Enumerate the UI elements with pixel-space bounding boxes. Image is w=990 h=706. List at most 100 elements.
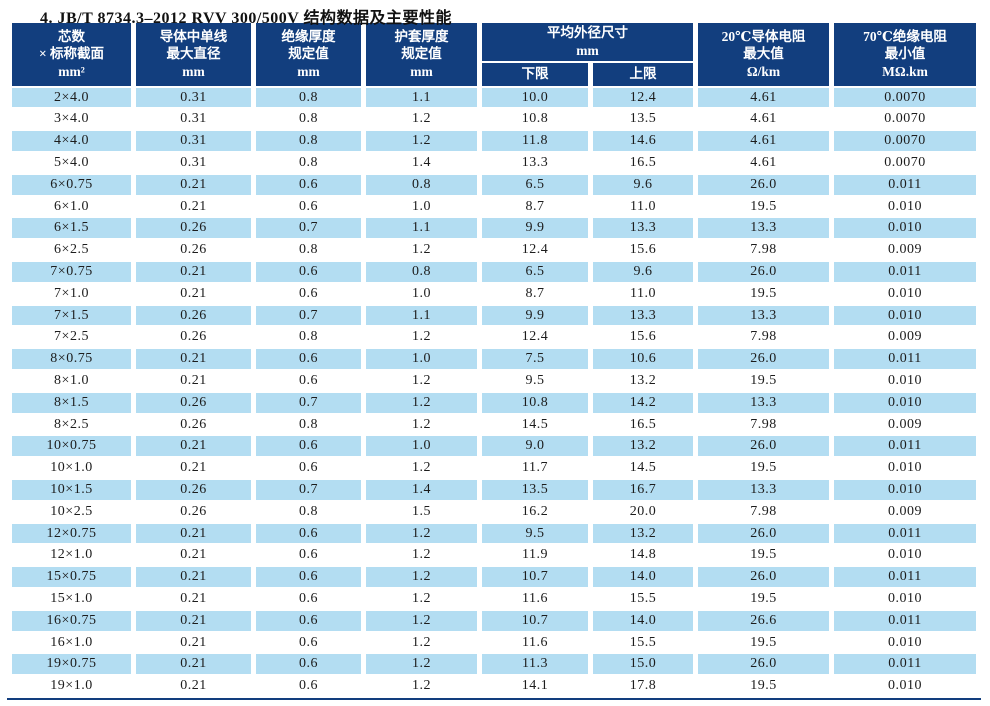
cell: 10×0.75 bbox=[12, 436, 131, 457]
cell: 0.010 bbox=[834, 305, 976, 326]
cell: 5×4.0 bbox=[54, 155, 89, 171]
cell: 0.26 bbox=[180, 329, 207, 345]
header-unit: mm bbox=[410, 64, 433, 80]
cell: 0.8 bbox=[299, 242, 318, 258]
cell: 1.2 bbox=[366, 392, 477, 413]
cell: 0.011 bbox=[834, 349, 976, 369]
cell: 13.3 bbox=[698, 218, 829, 239]
cell: 0.8 bbox=[256, 131, 361, 152]
cell: 0.6 bbox=[299, 460, 318, 476]
cell: 14.8 bbox=[629, 547, 657, 563]
cell: 0.31 bbox=[136, 87, 251, 108]
cell: 0.7 bbox=[256, 218, 361, 239]
cell: 12.4 bbox=[593, 87, 693, 108]
table-row: 8×2.5 0.26 0.8 1.2 14.5 16.5 7.98 0.009 bbox=[12, 415, 976, 435]
table-row: 7×1.0 0.21 0.6 1.0 8.7 11.0 19.5 0.010 bbox=[12, 284, 976, 304]
cell: 26.0 bbox=[698, 436, 829, 457]
cell: 8×1.5 bbox=[12, 392, 131, 413]
header-conductor-wire-diameter: 导体中单线 最大直径 mm bbox=[136, 23, 251, 86]
cell: 0.6 bbox=[299, 634, 318, 650]
cell: 13.3 bbox=[698, 392, 829, 413]
cell: 13.5 bbox=[629, 111, 657, 127]
cell: 4×4.0 bbox=[12, 131, 131, 152]
cell: 12.4 bbox=[521, 329, 549, 345]
cell: 20.0 bbox=[629, 503, 657, 519]
cell: 0.21 bbox=[136, 523, 251, 544]
table-row: 12×1.0 0.21 0.6 1.2 11.9 14.8 19.5 0.010 bbox=[12, 545, 976, 565]
header-text-line: 最大值 bbox=[743, 46, 784, 62]
header-text-line: 芯数 bbox=[58, 28, 85, 44]
cell: 16.5 bbox=[629, 155, 657, 171]
cell: 26.0 bbox=[698, 567, 829, 587]
cell: 8×0.75 bbox=[12, 349, 131, 369]
table-row: 10×2.5 0.26 0.8 1.5 16.2 20.0 7.98 0.009 bbox=[12, 502, 976, 522]
cell: 0.21 bbox=[180, 547, 207, 563]
cell: 0.6 bbox=[299, 547, 318, 563]
header-unit: mm bbox=[182, 64, 205, 80]
cell: 11.0 bbox=[630, 198, 656, 214]
cell: 15×1.0 bbox=[50, 590, 93, 606]
cell: 0.21 bbox=[136, 174, 251, 195]
cell: 10.7 bbox=[482, 567, 588, 587]
cell: 1.4 bbox=[412, 155, 431, 171]
cell: 0.6 bbox=[256, 436, 361, 457]
cell: 13.2 bbox=[629, 372, 657, 388]
cell: 14.1 bbox=[521, 678, 549, 694]
cell: 0.011 bbox=[834, 654, 976, 675]
cell: 7.98 bbox=[750, 329, 777, 345]
cell: 0.6 bbox=[256, 174, 361, 195]
cell: 1.2 bbox=[412, 547, 431, 563]
cell: 0.21 bbox=[180, 678, 207, 694]
cell: 7.98 bbox=[750, 503, 777, 519]
cell: 12×0.75 bbox=[12, 523, 131, 544]
cell: 8×1.0 bbox=[54, 372, 89, 388]
cell: 14.0 bbox=[593, 610, 693, 631]
cell: 0.010 bbox=[888, 678, 922, 694]
cell: 13.2 bbox=[593, 436, 693, 457]
table-row: 12×0.75 0.21 0.6 1.2 9.5 13.2 26.0 0.011 bbox=[12, 523, 976, 544]
cell: 0.31 bbox=[180, 111, 207, 127]
cell: 11.7 bbox=[522, 460, 548, 476]
cell: 10.6 bbox=[593, 349, 693, 369]
cell: 17.8 bbox=[629, 678, 657, 694]
table-row: 4×4.0 0.31 0.8 1.2 11.8 14.6 4.61 0.0070 bbox=[12, 131, 976, 152]
cell: 1.2 bbox=[366, 523, 477, 544]
cell: 0.7 bbox=[256, 479, 361, 500]
cell: 7.98 bbox=[750, 242, 777, 258]
cell: 0.31 bbox=[180, 155, 207, 171]
cell: 1.0 bbox=[366, 436, 477, 457]
cell: 1.2 bbox=[412, 678, 431, 694]
cell: 1.2 bbox=[412, 329, 431, 345]
cell: 15.0 bbox=[593, 654, 693, 675]
cell: 13.3 bbox=[593, 305, 693, 326]
header-text-line: 平均外径尺寸 bbox=[547, 25, 628, 40]
cell: 1.2 bbox=[412, 242, 431, 258]
cell: 4.61 bbox=[750, 155, 777, 171]
header-cores-section: 芯数 × 标称截面 mm² bbox=[12, 23, 131, 86]
cell: 0.26 bbox=[180, 503, 207, 519]
table-row: 10×0.75 0.21 0.6 1.0 9.0 13.2 26.0 0.011 bbox=[12, 436, 976, 457]
cell: 9.5 bbox=[482, 523, 588, 544]
header-upper-limit: 上限 bbox=[593, 62, 693, 86]
cell: 0.6 bbox=[299, 678, 318, 694]
cell: 0.21 bbox=[136, 349, 251, 369]
cell: 19.5 bbox=[750, 547, 777, 563]
cell: 13.5 bbox=[482, 479, 588, 500]
cell: 10×1.0 bbox=[50, 460, 93, 476]
table-row: 7×1.5 0.26 0.7 1.1 9.9 13.3 13.3 0.010 bbox=[12, 305, 976, 326]
cell: 0.010 bbox=[888, 547, 922, 563]
cell: 0.21 bbox=[136, 262, 251, 282]
cell: 10.7 bbox=[482, 610, 588, 631]
header-text-line: 20℃导体电阻 bbox=[721, 28, 806, 44]
cell: 14.6 bbox=[593, 131, 693, 152]
table-row: 16×1.0 0.21 0.6 1.2 11.6 15.5 19.5 0.010 bbox=[12, 633, 976, 653]
cell: 15×0.75 bbox=[12, 567, 131, 587]
cable-spec-table: 芯数 × 标称截面 mm² 导体中单线 最大直径 mm 绝缘厚度 规定值 mm … bbox=[7, 21, 981, 700]
cell: 15.5 bbox=[629, 634, 657, 650]
cell: 9.6 bbox=[593, 174, 693, 195]
cell: 26.0 bbox=[698, 262, 829, 282]
cell: 0.6 bbox=[256, 567, 361, 587]
cell: 0.011 bbox=[834, 174, 976, 195]
cell: 16.7 bbox=[593, 479, 693, 500]
cell: 1.1 bbox=[366, 218, 477, 239]
